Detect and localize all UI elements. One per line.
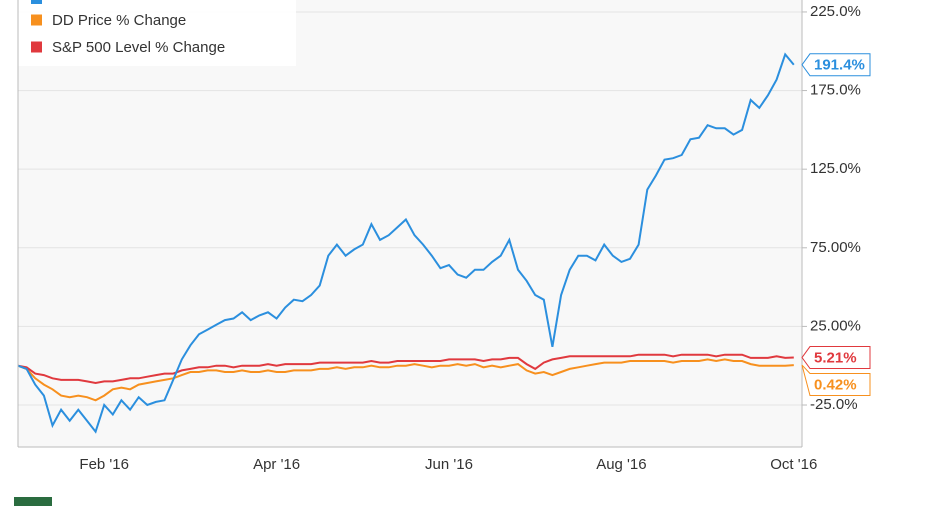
- lines: [17, 52, 795, 434]
- y-tick-label: 125.0%: [810, 160, 861, 177]
- legend-swatch: [31, 14, 42, 26]
- legend-items: DD Price % Change S&P 500 Level % Change: [31, 12, 225, 56]
- end-label-box: [801, 53, 871, 77]
- y-tick-label: 75.00%: [810, 239, 861, 256]
- series-line: [17, 353, 794, 385]
- x-tick-label: Feb '16: [79, 456, 129, 473]
- y-tick-label: 175.0%: [810, 82, 861, 99]
- y-tick-label: 225.0%: [810, 3, 861, 20]
- end-label: 5.21%: [814, 349, 857, 366]
- x-tick-label: Jun '16: [425, 456, 473, 473]
- x-tick-label: Apr '16: [253, 456, 300, 473]
- logo: [14, 497, 52, 506]
- labels: -25.0% 25.00% 75.00% 125.0% 175.0% 225.0% Feb …: [79, 3, 871, 473]
- series-line: [17, 52, 795, 434]
- end-label: 191.4%: [814, 57, 865, 74]
- end-label-box: [801, 364, 871, 397]
- x-tick-label: Aug '16: [596, 456, 646, 473]
- end-label-box: [801, 346, 871, 370]
- y-tick-label: -25.0%: [810, 396, 858, 413]
- legend-label: S&P 500 Level % Change: [52, 39, 225, 56]
- series-line: [17, 358, 794, 402]
- legend-swatch: [31, 41, 42, 53]
- legend: [0, 0, 296, 66]
- y-tick-label: 25.00%: [810, 317, 861, 334]
- end-label: 0.42%: [814, 376, 857, 393]
- plot-area: [18, 0, 802, 447]
- x-tick-label: Oct '16: [770, 456, 817, 473]
- legend-label: DD Price % Change: [52, 12, 186, 29]
- legend-swatch: [31, 0, 42, 4]
